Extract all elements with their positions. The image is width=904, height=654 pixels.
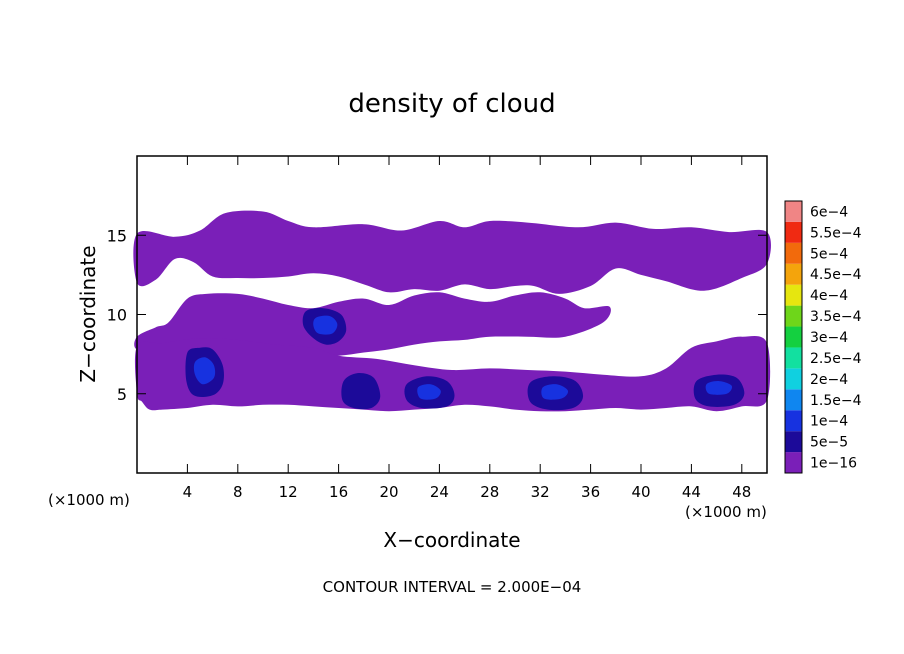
y-unit-label: (×1000 m) <box>48 491 130 509</box>
colorbar-swatch <box>785 326 802 348</box>
contour-region-2 <box>134 292 611 357</box>
contour-region-14 <box>705 381 733 395</box>
y-tick-label: 15 <box>107 226 127 245</box>
colorbar-swatch <box>785 221 802 243</box>
colorbar-swatch <box>785 263 802 285</box>
x-tick-label: 4 <box>183 483 193 501</box>
colorbar-swatch <box>785 305 802 327</box>
colorbar-swatch <box>785 201 802 222</box>
colorbar-label: 3e−4 <box>810 330 848 346</box>
colorbar-label: 6e−4 <box>810 204 848 220</box>
colorbar: 1e−16 5e−5 1e−4 1.5e−4 2e−4 2.5e−4 3e−4 3.5e−4 4… <box>784 200 862 474</box>
colorbar-swatch <box>785 284 802 306</box>
x-tick-label: 40 <box>631 483 650 501</box>
colorbar-label: 5.5e−4 <box>810 225 862 241</box>
y-axis-label: Z−coordinate <box>76 245 100 382</box>
colorbar-label: 4e−4 <box>810 288 848 304</box>
contour-interval-note: CONTOUR INTERVAL = 2.000E−04 <box>323 578 582 596</box>
x-tick-label: 16 <box>329 483 348 501</box>
x-tick-label: 28 <box>480 483 499 501</box>
colorbar-label: 2e−4 <box>810 372 848 388</box>
contour-region-1 <box>133 210 771 294</box>
colorbar-label: 1e−16 <box>810 456 857 472</box>
x-axis-label: X−coordinate <box>383 528 520 552</box>
colorbar-swatch <box>785 389 802 411</box>
contour-region-10 <box>193 357 216 385</box>
colorbar-label: 2.5e−4 <box>810 351 862 367</box>
x-tick-label: 8 <box>233 483 243 501</box>
y-tick-label: 10 <box>107 306 127 325</box>
colorbar-swatch <box>785 347 802 369</box>
colorbar-swatch <box>785 242 802 264</box>
x-tick-label: 48 <box>732 483 751 501</box>
colorbar-swatch <box>785 368 802 390</box>
contour-regions <box>133 210 771 412</box>
contour-region-13 <box>541 384 569 400</box>
contour-region-3 <box>134 335 771 412</box>
colorbar-frame <box>784 200 803 474</box>
x-tick-label: 12 <box>279 483 298 501</box>
x-tick-label: 36 <box>581 483 600 501</box>
colorbar-swatch <box>785 410 802 432</box>
x-unit-label: (×1000 m) <box>685 503 767 521</box>
contour-region-6 <box>341 372 381 410</box>
x-axis-ticks: 4 8 12 16 20 24 28 32 36 40 44 48 <box>183 156 751 501</box>
colorbar-label: 3.5e−4 <box>810 309 862 325</box>
chart-title: density of cloud <box>348 89 555 119</box>
y-axis-ticks: 5 10 15 <box>107 226 767 404</box>
contour-region-12 <box>417 384 441 400</box>
colorbar-label: 5e−4 <box>810 246 848 262</box>
colorbar-label: 4.5e−4 <box>810 267 862 283</box>
x-tick-label: 20 <box>379 483 398 501</box>
colorbar-label: 1.5e−4 <box>810 393 862 409</box>
x-tick-label: 44 <box>682 483 701 501</box>
colorbar-label: 5e−5 <box>810 435 848 451</box>
colorbar-swatch <box>785 452 802 473</box>
colorbar-label: 1e−4 <box>810 414 848 430</box>
y-tick-label: 5 <box>117 385 127 404</box>
contour-region-11 <box>313 315 338 335</box>
x-tick-label: 32 <box>531 483 550 501</box>
x-tick-label: 24 <box>430 483 449 501</box>
colorbar-swatch <box>785 431 802 453</box>
